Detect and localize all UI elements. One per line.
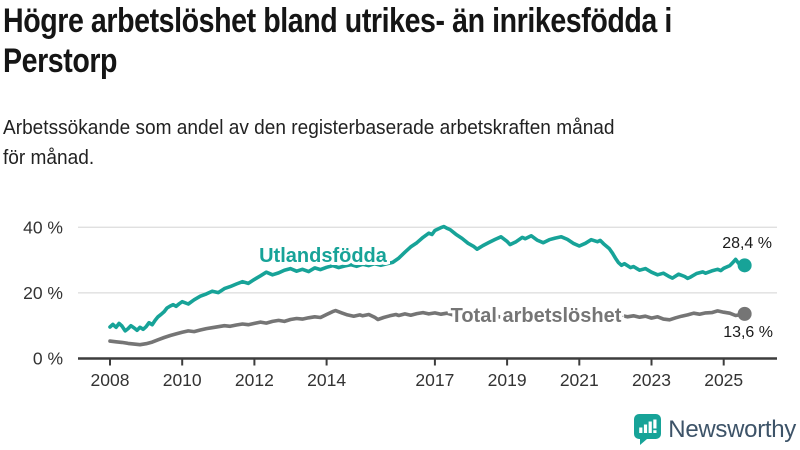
chart-subtitle: Arbetssökande som andel av den registerb… bbox=[3, 113, 800, 173]
x-axis-tick-label: 2017 bbox=[415, 370, 454, 390]
chart-labels: 0 % 20 % 40 % 2008 2010 2012 2014 2017 2019 2021 2… bbox=[23, 217, 773, 390]
y-axis-tick-label: 40 % bbox=[23, 217, 63, 237]
gridlines bbox=[78, 226, 777, 294]
newsworthy-logo: Newsworthy bbox=[634, 414, 796, 445]
x-axis-tick-label: 2023 bbox=[632, 370, 671, 390]
x-axis-tick-label: 2014 bbox=[307, 370, 346, 390]
series-label-utlandsfodda: Utlandsfödda bbox=[259, 245, 388, 267]
title-line-2: Perstorp bbox=[3, 42, 118, 80]
x-axis-tick-label: 2010 bbox=[163, 370, 202, 390]
end-value-label: 13,6 % bbox=[723, 324, 773, 341]
data-series-lines bbox=[108, 224, 752, 347]
series-line-total bbox=[108, 308, 747, 347]
series-end-dot bbox=[737, 258, 752, 273]
x-axis-tick-label: 2021 bbox=[560, 370, 599, 390]
x-axis-tick-label: 2008 bbox=[91, 370, 130, 390]
x-axis-tick-label: 2025 bbox=[704, 370, 743, 390]
x-axis bbox=[78, 357, 777, 366]
x-axis-tick-label: 2019 bbox=[488, 370, 527, 390]
series-end-dot bbox=[737, 306, 752, 321]
newsworthy-wordmark: Newsworthy bbox=[668, 415, 796, 443]
page-title: Högre arbetslöshet bland utrikes- än inr… bbox=[3, 1, 800, 81]
newsworthy-bubble-chart-icon bbox=[634, 414, 662, 445]
series-line-utlandsfodda bbox=[108, 224, 747, 333]
title-line-1: Högre arbetslöshet bland utrikes- än inr… bbox=[3, 2, 672, 40]
y-axis-tick-label: 0 % bbox=[33, 349, 63, 369]
end-value-label: 28,4 % bbox=[722, 235, 772, 252]
y-axis-tick-label: 20 % bbox=[23, 283, 63, 303]
subtitle-line-2: för månad. bbox=[3, 146, 95, 169]
x-axis-tick-label: 2012 bbox=[235, 370, 274, 390]
series-label-total: Total arbetslöshet bbox=[451, 305, 622, 327]
subtitle-line-1: Arbetssökande som andel av den registerb… bbox=[3, 116, 615, 139]
